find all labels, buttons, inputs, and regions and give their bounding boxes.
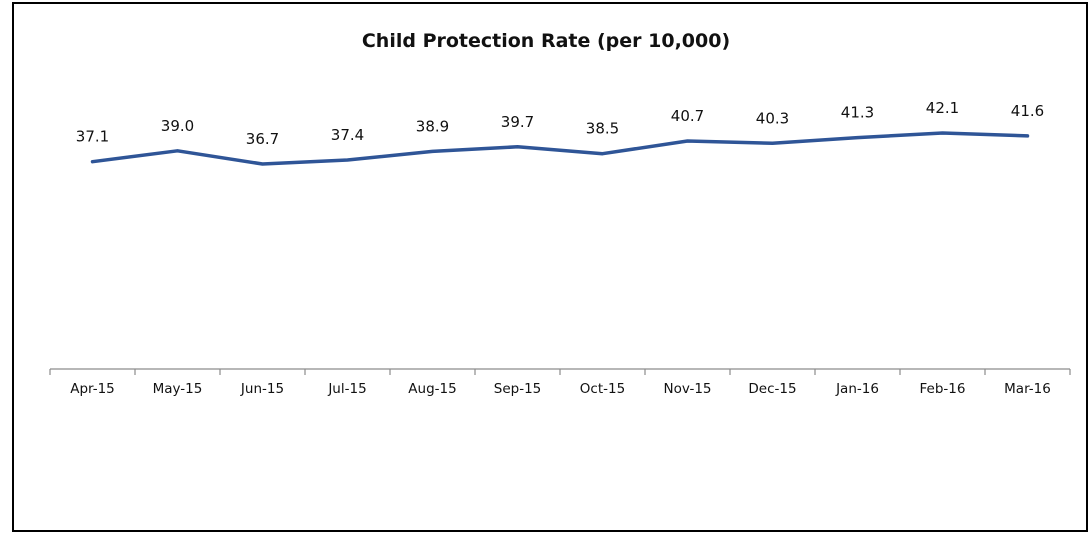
- chart-title: Child Protection Rate (per 10,000): [361, 30, 731, 52]
- chart-frame: [12, 2, 1088, 532]
- data-label: 36.7: [246, 130, 279, 148]
- data-label: 39.7: [501, 113, 534, 131]
- data-label: 37.1: [76, 128, 109, 146]
- data-label: 40.3: [756, 109, 789, 127]
- data-label: 41.6: [1011, 102, 1044, 120]
- x-tick-label: Jun-15: [240, 381, 284, 397]
- x-tick-label: Jul-15: [327, 381, 366, 397]
- x-tick-label: Apr-15: [70, 381, 115, 397]
- x-tick-label: Sep-15: [494, 381, 542, 397]
- x-tick-label: Jan-16: [835, 381, 879, 397]
- data-labels: 37.1 39.0 36.7 37.4 38.9 39.7 38.5 40.7 40.3 41.3…: [76, 99, 1044, 148]
- data-label: 39.0: [161, 117, 194, 135]
- x-tick-label: May-15: [153, 381, 203, 397]
- series-line: [90, 131, 1030, 166]
- data-label: 38.9: [416, 117, 449, 135]
- x-tick-label: Oct-15: [580, 381, 625, 397]
- data-label: 38.5: [586, 120, 619, 138]
- x-tick-label: Aug-15: [408, 381, 456, 397]
- x-axis-tick-labels: Apr-15 May-15 Jun-15 Jul-15 Aug-15 Sep-15 Oct-…: [70, 381, 1051, 397]
- x-tick-label: Nov-15: [663, 381, 711, 397]
- data-label: 40.7: [671, 107, 704, 125]
- x-tick-label: Dec-15: [748, 381, 796, 397]
- data-label: 42.1: [926, 99, 959, 117]
- data-label: 37.4: [331, 126, 364, 144]
- data-label: 41.3: [841, 104, 874, 122]
- x-tick-label: Feb-16: [920, 381, 966, 397]
- x-axis-ticks: [49, 369, 1071, 375]
- x-tick-label: Mar-16: [1004, 381, 1051, 397]
